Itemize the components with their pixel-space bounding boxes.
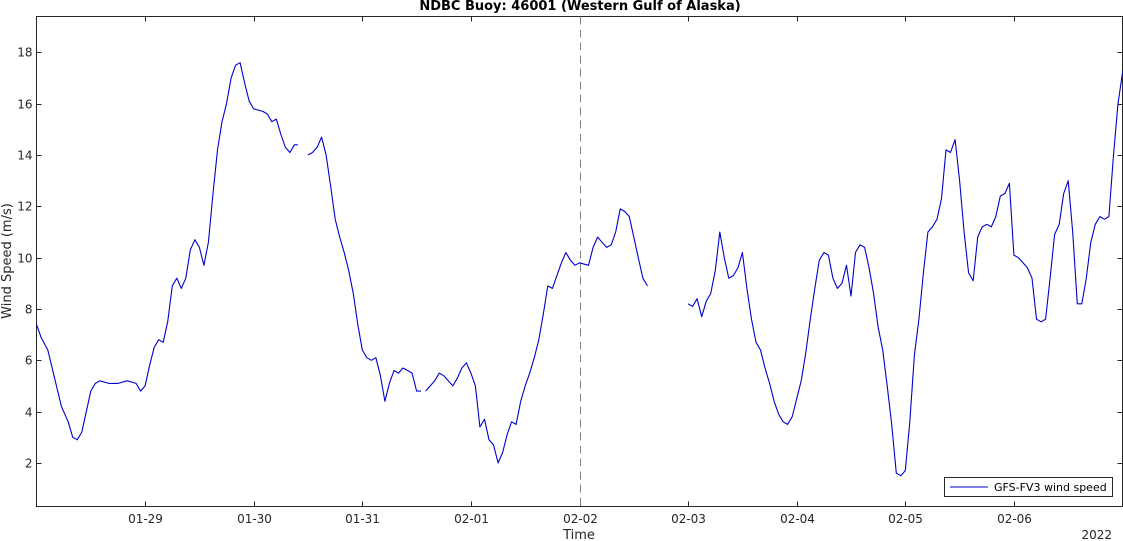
y-tick-label: 2	[25, 457, 33, 471]
y-tick-label: 16	[17, 98, 32, 112]
x-tick-label: 02-02	[563, 512, 598, 526]
x-axis-ticks: 01-29 01-30 01-31 02-01 02-02 02-03 02-04 02-05…	[128, 16, 1032, 526]
y-tick-label: 6	[25, 354, 33, 368]
y-axis-label: Wind Speed (m/s)	[0, 203, 15, 319]
series-line-segment	[35, 62, 298, 441]
x-tick-label: 01-29	[128, 512, 163, 526]
series-line-segment	[425, 208, 648, 464]
x-tick-label: 02-01	[454, 512, 489, 526]
plot-area	[36, 16, 1123, 507]
x-axis-label: Time	[562, 528, 595, 541]
x-tick-label: 02-03	[671, 512, 706, 526]
y-tick-label: 4	[25, 406, 33, 420]
series-line-segment	[687, 69, 1123, 477]
x-tick-label: 02-06	[997, 512, 1032, 526]
x-tick-label: 02-04	[780, 512, 815, 526]
year-label: 2022	[1081, 528, 1112, 541]
chart-title: NDBC Buoy: 46001 (Western Gulf of Alaska…	[419, 0, 740, 14]
y-tick-label: 12	[17, 200, 32, 214]
y-tick-label: 8	[25, 303, 33, 317]
series-line-segment	[307, 136, 422, 402]
x-tick-label: 01-30	[237, 512, 272, 526]
y-axis-ticks: 2 4 6 8 10 12 14 16 18	[17, 46, 1123, 471]
y-tick-label: 14	[17, 149, 32, 163]
x-tick-label: 02-05	[888, 512, 923, 526]
x-tick-label: 01-31	[345, 512, 380, 526]
y-tick-label: 18	[17, 46, 32, 60]
y-tick-label: 10	[17, 252, 32, 266]
series-layer	[35, 62, 1123, 477]
legend: GFS-FV3 wind speed	[944, 477, 1113, 497]
legend-series-name: GFS-FV3 wind speed	[994, 481, 1107, 494]
legend-box	[944, 477, 1113, 497]
